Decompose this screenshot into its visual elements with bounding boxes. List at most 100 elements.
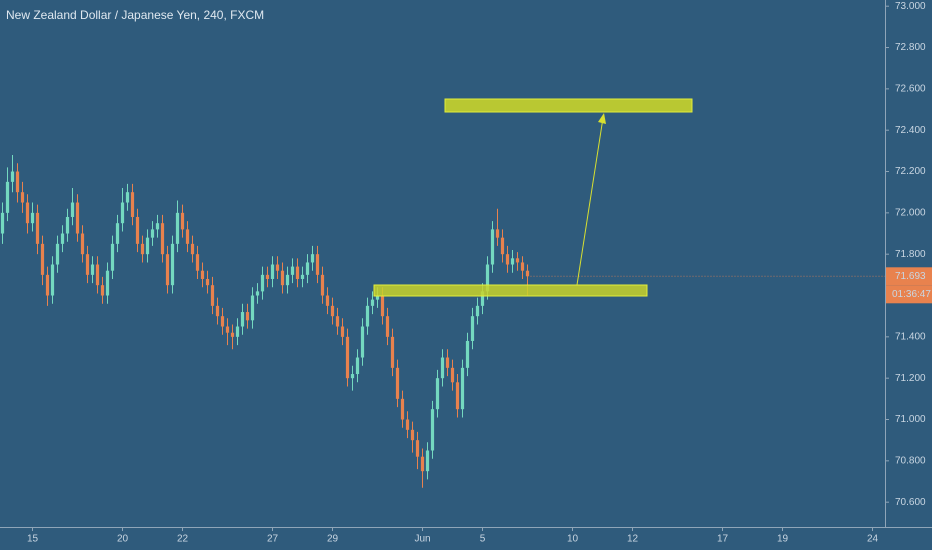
candle-body (370, 299, 375, 306)
candle-body (510, 258, 515, 265)
y-tick-label: 72.800 (895, 42, 926, 53)
candle-body (315, 254, 320, 275)
candle-body (155, 223, 160, 230)
candle-body (280, 270, 285, 286)
candle-body (525, 270, 530, 277)
candle-body (330, 305, 335, 317)
candle-body (295, 266, 300, 279)
x-tick-label: 22 (177, 534, 189, 545)
candle-body (400, 398, 405, 420)
candle-body (110, 243, 115, 271)
candle-body (435, 378, 440, 410)
candle-body (380, 295, 385, 317)
candle-body (365, 305, 370, 327)
candle-body (250, 295, 255, 321)
candle-body (480, 291, 485, 306)
candle-body (170, 243, 175, 286)
y-tick-label: 71.000 (895, 414, 926, 425)
x-tick-label: 29 (327, 534, 339, 545)
candle-body (15, 171, 20, 193)
candle-body (35, 212, 40, 244)
candle-body (5, 181, 10, 213)
candle-body (145, 237, 150, 255)
y-tick-label: 72.600 (895, 84, 926, 95)
y-tick-label: 73.000 (895, 1, 926, 12)
candle-body (455, 382, 460, 410)
candle-body (220, 316, 225, 327)
candle-body (185, 229, 190, 244)
y-tick-label: 72.400 (895, 125, 926, 136)
candle-body (200, 270, 205, 279)
candle-body (20, 192, 25, 203)
candle-body (390, 336, 395, 368)
countdown-label: 01:36:47 (892, 289, 931, 300)
y-tick-label: 72.000 (895, 207, 926, 218)
candle-body (175, 212, 180, 244)
candle-body (230, 332, 235, 337)
arrow-head (598, 113, 606, 124)
candle-body (500, 237, 505, 255)
candle-body (235, 326, 240, 337)
candle-body (270, 264, 275, 279)
candle-body (490, 229, 495, 265)
candle-body (415, 440, 420, 457)
candle-body (215, 305, 220, 317)
last-price-label: 71.693 (895, 271, 926, 282)
candle-body (460, 367, 465, 410)
candle-body (130, 192, 135, 217)
candle-body (95, 264, 100, 286)
candle-body (345, 336, 350, 379)
candle-body (80, 233, 85, 255)
candle-body (505, 254, 510, 265)
candle-body (160, 223, 165, 255)
support-zone (373, 284, 648, 297)
candle-body (305, 262, 310, 275)
candle-body (520, 262, 525, 271)
candle-body (30, 212, 35, 224)
candle-body (440, 357, 445, 379)
candle-body (260, 274, 265, 292)
candle-body (25, 202, 30, 224)
candle-body (70, 202, 75, 217)
candle-body (335, 316, 340, 327)
candle-body (165, 254, 170, 286)
last-price-badge (886, 267, 932, 286)
candle-body (355, 357, 360, 375)
candle-body (430, 409, 435, 451)
candle-body (195, 254, 200, 271)
candle-body (420, 456, 425, 472)
x-tick-label: 27 (267, 534, 279, 545)
candle-body (290, 266, 295, 275)
candle-body (190, 243, 195, 255)
x-tick-label: 17 (717, 534, 729, 545)
candle-body (375, 295, 380, 300)
candle-body (85, 254, 90, 275)
candle-body (285, 274, 290, 286)
target-zone (444, 98, 693, 113)
x-tick-label: 12 (627, 534, 639, 545)
drawings (373, 98, 693, 297)
candle-body (475, 305, 480, 317)
candle-body (245, 312, 250, 321)
candle-body (395, 367, 400, 399)
y-tick-label: 70.600 (895, 497, 926, 508)
candle-body (125, 192, 130, 203)
candle-body (320, 274, 325, 296)
candle-body (75, 202, 80, 234)
candle-body (225, 326, 230, 333)
candle-body (150, 229, 155, 238)
candle-body (135, 216, 140, 244)
x-tick-label: 10 (567, 534, 579, 545)
candle-body (465, 340, 470, 368)
candle-body (340, 326, 345, 337)
candle-body (485, 264, 490, 292)
axes: 70.60070.80071.00071.20071.40071.60071.8… (27, 1, 932, 545)
candle-body (10, 171, 15, 182)
candle-body (300, 274, 305, 279)
candle-body (445, 357, 450, 368)
x-tick-label: 20 (117, 534, 129, 545)
y-tick-label: 71.400 (895, 331, 926, 342)
